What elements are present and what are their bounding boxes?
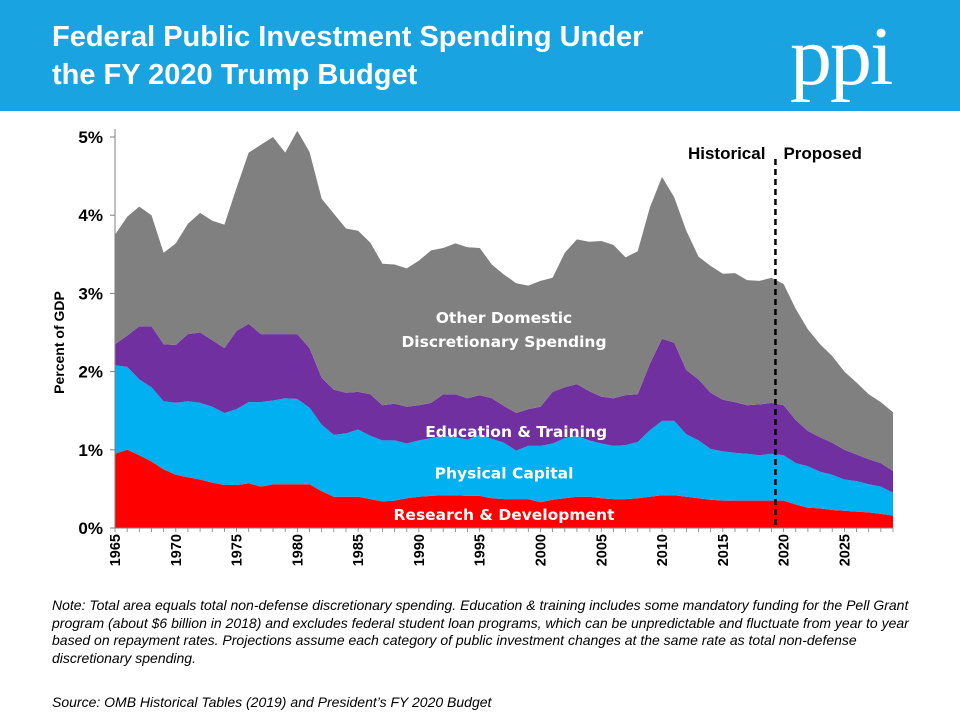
stacked-area-chart: 0% 1% 2% 3% 4% 5% 1965 1970 1975 1980 1985 1990 1995… <box>51 128 894 566</box>
x-tick-label: 2020 <box>777 534 793 566</box>
ppi-logo: ppi <box>790 10 893 103</box>
x-tick-label: 1975 <box>230 534 246 566</box>
y-tick-label: 2% <box>78 363 103 382</box>
y-tick-label: 4% <box>78 206 103 225</box>
area-physical-capital <box>115 365 893 516</box>
page-title: Federal Public Investment Spending Under… <box>52 18 752 94</box>
chart-source: Source: OMB Historical Tables (2019) and… <box>52 694 492 710</box>
x-tick-label: 2005 <box>594 534 610 566</box>
y-tick-label: 0% <box>78 519 103 538</box>
area-label-research-and-development: Research & Development <box>394 506 616 524</box>
x-tick-label: 1985 <box>351 534 367 566</box>
x-tick-label: 2010 <box>655 534 671 566</box>
x-tick-label: 2025 <box>837 534 853 566</box>
area-research-and-development <box>115 449 893 528</box>
x-tick-label: 1965 <box>108 534 124 566</box>
x-tick-label: 1970 <box>169 534 185 566</box>
header-banner: Federal Public Investment Spending Under… <box>0 0 960 111</box>
title-line-1: Federal Public Investment Spending Under <box>52 21 644 53</box>
title-line-2: the FY 2020 Trump Budget <box>52 59 418 91</box>
x-tick-label: 1980 <box>290 534 306 566</box>
y-tick-label: 1% <box>78 441 103 460</box>
x-tick-label: 2000 <box>533 534 549 566</box>
chart-labels: Historical Proposed Other Domestic Discreti… <box>394 144 862 524</box>
y-tick-label: 5% <box>78 128 103 147</box>
proposed-label: Proposed <box>783 144 861 163</box>
chart-note: Note: Total area equals total non-defens… <box>52 597 909 666</box>
x-tick-label: 2015 <box>716 534 732 566</box>
area-label-other-domestic: Other Domestic <box>436 309 573 327</box>
area-label-discretionary-spending: Discretionary Spending <box>401 333 606 351</box>
area-other-domestic-discretionary-spending <box>115 130 893 471</box>
area-education-and-training <box>115 323 893 493</box>
y-axis-title: Percent of GDP <box>51 291 67 394</box>
chart-axes: 0% 1% 2% 3% 4% 5% 1965 1970 1975 1980 1985 1990 1995… <box>51 128 894 566</box>
area-series-group <box>115 130 893 528</box>
x-tick-label: 1990 <box>412 534 428 566</box>
area-label-physical-capital: Physical Capital <box>435 465 574 483</box>
y-tick-label: 3% <box>78 284 103 303</box>
area-label-education-and-training: Education & Training <box>425 423 607 441</box>
x-tick-label: 1995 <box>473 534 489 566</box>
historical-label: Historical <box>688 144 765 163</box>
